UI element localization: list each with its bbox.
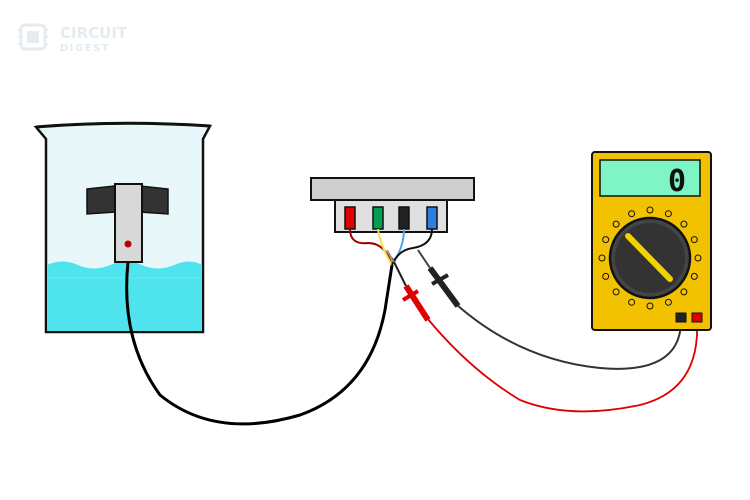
tds-probe: [86, 183, 394, 426]
pin-blue: [426, 206, 438, 230]
display-reading: 0: [668, 164, 686, 199]
probe-clip-right: [139, 185, 169, 215]
probe-clip: [86, 185, 116, 215]
dial-marker: [612, 220, 620, 228]
probe-led: [124, 240, 132, 248]
dial-marker: [690, 272, 698, 280]
dial-marker: [646, 206, 654, 214]
dial-marker: [694, 254, 702, 262]
dial-marker: [680, 220, 688, 228]
black-test-lead: [456, 304, 682, 370]
dial-marker: [680, 288, 688, 296]
com-jack[interactable]: [675, 312, 687, 323]
wire-red: [349, 228, 393, 266]
dial-marker: [602, 272, 610, 280]
dial-markers: [598, 206, 702, 310]
board-top-plate: [310, 177, 475, 201]
probe-cable: [125, 261, 394, 426]
dial-marker: [628, 298, 636, 306]
dial-marker: [612, 288, 620, 296]
black-probe: [417, 249, 461, 308]
red-probe: [386, 249, 431, 322]
logo-line-circuit: CIRCUIT: [60, 24, 128, 42]
dial-pointer: [625, 233, 673, 282]
logo-line-digest: DIGEST: [60, 43, 110, 54]
beaker-water: [47, 261, 202, 331]
red-test-lead: [426, 317, 698, 413]
dial-marker: [602, 236, 610, 244]
dial-marker: [598, 254, 606, 262]
probe-body: [114, 183, 143, 263]
pin-black: [398, 206, 410, 230]
dial-marker: [690, 236, 698, 244]
chip-icon: [18, 23, 48, 51]
circuit-digest-logo: CIRCUIT DIGEST: [18, 23, 128, 54]
tds-sensor-board: [310, 177, 475, 266]
dial-marker: [628, 210, 636, 218]
dial-marker: [646, 302, 654, 310]
multimeter-display: [599, 159, 701, 197]
wire-yellow: [377, 228, 393, 266]
v-jack[interactable]: [691, 312, 703, 323]
wire-black: [391, 228, 433, 266]
pin-red: [344, 206, 356, 230]
dial-marker: [664, 298, 672, 306]
beaker-rim: [35, 121, 211, 129]
multimeter: 0: [591, 151, 712, 331]
pin-green: [372, 206, 384, 230]
dial-marker: [664, 210, 672, 218]
